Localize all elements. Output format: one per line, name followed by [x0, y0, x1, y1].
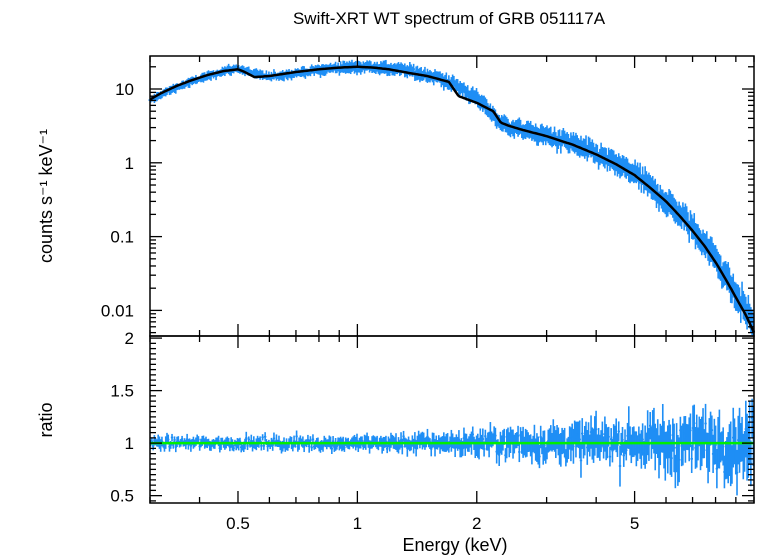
ratio-ticks: 0.5 1 2 5 0.5 1 1.5 2: [110, 329, 755, 533]
y-tick-label: 10: [115, 80, 134, 99]
y-tick-label: 1.5: [110, 382, 134, 401]
spectrum-y-axis-title: counts s⁻¹ keV⁻¹: [36, 129, 56, 263]
spectrum-ticks: 0.01 0.1 1 10: [101, 56, 755, 336]
y-tick-label: 0.1: [110, 228, 134, 247]
ratio-frame: [149, 335, 755, 504]
ratio-panel: 0.5 1 2 5 0.5 1 1.5 2 ratio Energy (keV): [36, 329, 755, 555]
y-tick-label: 0.01: [101, 301, 134, 320]
model-curve: [149, 65, 756, 334]
x-tick-label: 0.5: [226, 514, 250, 533]
ratio-y-axis-title: ratio: [36, 402, 56, 437]
x-axis-title: Energy (keV): [402, 535, 507, 555]
ratio-data-points: [149, 398, 755, 496]
spectrum-panel: 0.01 0.1 1 10 counts s⁻¹ keV⁻¹: [36, 55, 756, 337]
y-tick-label: 1: [125, 434, 134, 453]
x-tick-label: 1: [353, 514, 362, 533]
y-tick-label: 1: [125, 154, 134, 173]
x-tick-label: 2: [472, 514, 481, 533]
y-tick-label: 0.5: [110, 487, 134, 506]
chart-title: Swift-XRT WT spectrum of GRB 051117A: [293, 9, 606, 28]
y-tick-label: 2: [125, 329, 134, 348]
x-tick-label: 5: [630, 514, 639, 533]
